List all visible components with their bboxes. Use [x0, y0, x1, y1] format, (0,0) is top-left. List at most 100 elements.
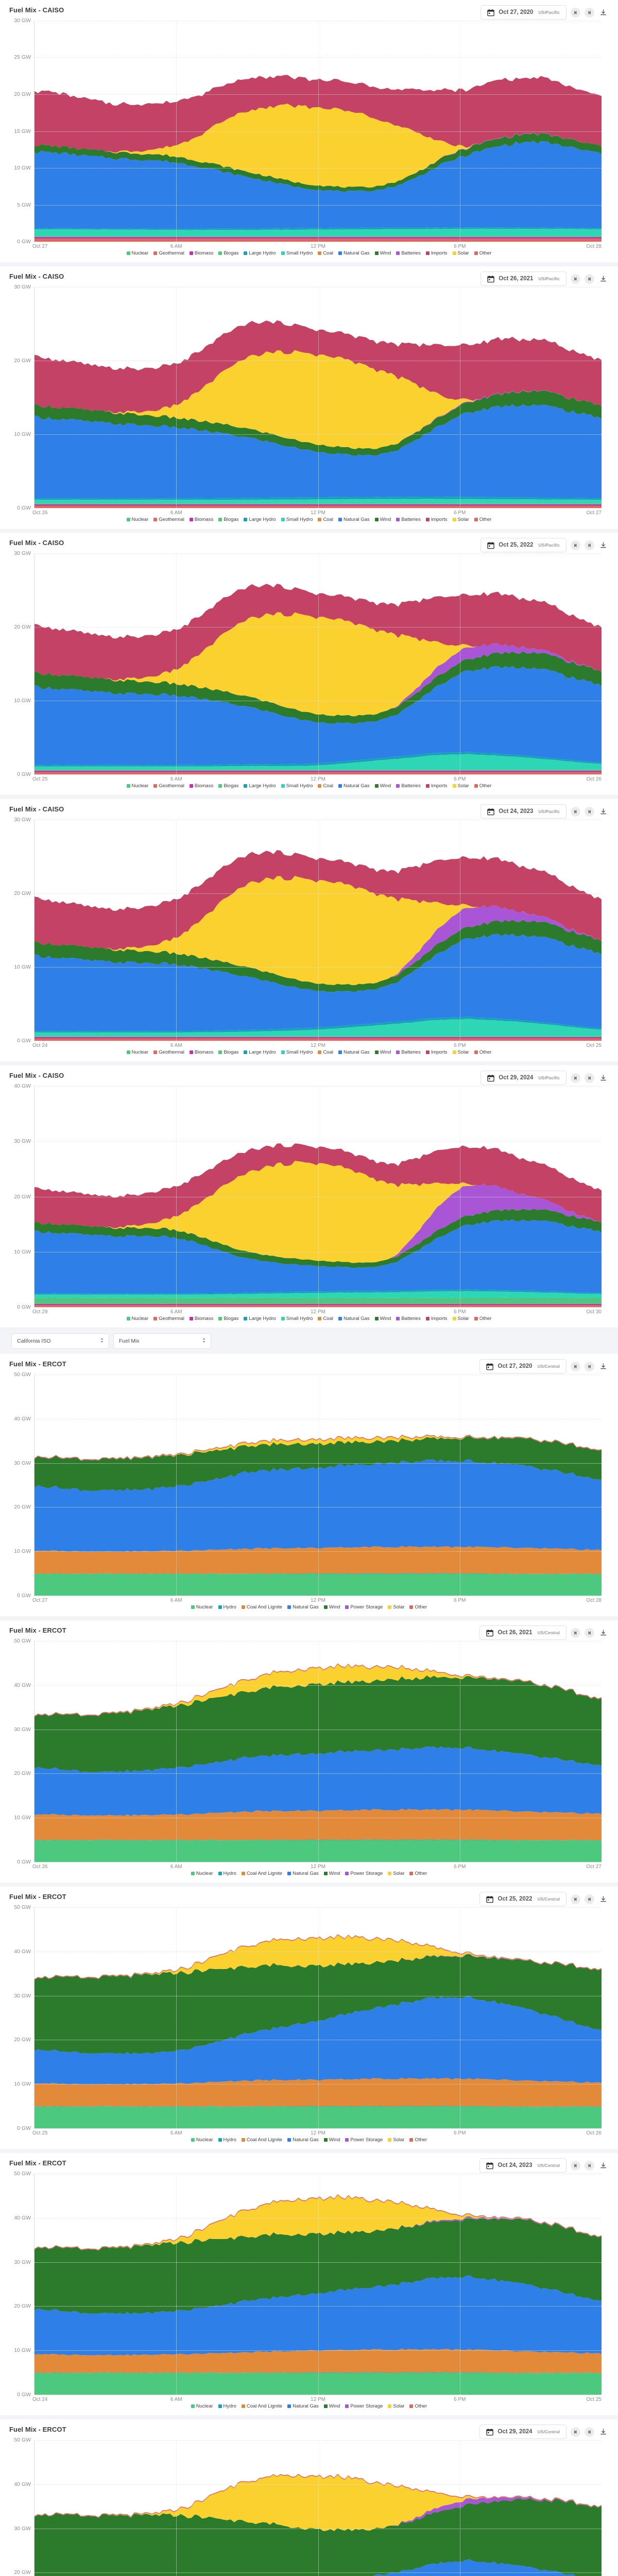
- legend-item[interactable]: Biomass: [189, 1049, 213, 1055]
- legend-item[interactable]: Biomass: [189, 1316, 213, 1321]
- legend-item[interactable]: Solar: [388, 2403, 404, 2409]
- legend-item[interactable]: Geothermal: [153, 517, 184, 522]
- date-picker[interactable]: Oct 27, 2020 US/Central: [479, 1359, 566, 1374]
- legend-item[interactable]: Coal: [318, 1049, 333, 1055]
- legend-item[interactable]: Imports: [425, 1049, 448, 1055]
- legend-item[interactable]: Wind: [323, 2403, 340, 2409]
- legend-item[interactable]: Natural Gas: [287, 1871, 319, 1876]
- legend-item[interactable]: Hydro: [218, 2137, 236, 2143]
- legend-item[interactable]: Natural Gas: [338, 517, 370, 522]
- legend-item[interactable]: Geothermal: [153, 1316, 184, 1321]
- next-day-button[interactable]: [585, 1628, 594, 1638]
- legend-item[interactable]: Power Storage: [345, 1604, 383, 1610]
- legend-item[interactable]: Other: [474, 783, 491, 789]
- legend-item[interactable]: Wind: [323, 1604, 340, 1610]
- legend-item[interactable]: Coal And Lignite: [241, 1871, 282, 1876]
- legend-item[interactable]: Solar: [452, 517, 469, 522]
- next-day-button[interactable]: [585, 540, 594, 550]
- legend-item[interactable]: Biogas: [218, 783, 238, 789]
- date-picker[interactable]: Oct 24, 2023 US/Pacific: [480, 804, 566, 819]
- legend-item[interactable]: Biogas: [218, 1316, 238, 1321]
- legend-item[interactable]: Solar: [452, 250, 469, 256]
- legend-item[interactable]: Nuclear: [126, 1049, 148, 1055]
- legend-item[interactable]: Wind: [374, 1049, 391, 1055]
- download-icon[interactable]: [598, 807, 608, 816]
- date-picker[interactable]: Oct 25, 2022 US/Pacific: [480, 538, 566, 552]
- legend-item[interactable]: Coal: [318, 250, 333, 256]
- legend-item[interactable]: Nuclear: [126, 783, 148, 789]
- legend-item[interactable]: Small Hydro: [281, 250, 313, 256]
- legend-item[interactable]: Natural Gas: [338, 783, 370, 789]
- legend-item[interactable]: Natural Gas: [287, 2403, 319, 2409]
- legend-item[interactable]: Other: [474, 1049, 491, 1055]
- legend-item[interactable]: Biomass: [189, 783, 213, 789]
- legend-item[interactable]: Hydro: [218, 1871, 236, 1876]
- legend-item[interactable]: Imports: [425, 517, 448, 522]
- legend-item[interactable]: Solar: [452, 1316, 469, 1321]
- legend-item[interactable]: Batteries: [396, 1049, 421, 1055]
- legend-item[interactable]: Large Hydro: [244, 1049, 276, 1055]
- legend-item[interactable]: Other: [409, 1604, 427, 1610]
- legend-item[interactable]: Large Hydro: [244, 250, 276, 256]
- legend-item[interactable]: Nuclear: [126, 250, 148, 256]
- previous-day-button[interactable]: [571, 1628, 580, 1638]
- date-picker[interactable]: Oct 26, 2021 US/Central: [479, 1625, 566, 1640]
- legend-item[interactable]: Geothermal: [153, 783, 184, 789]
- next-day-button[interactable]: [585, 806, 594, 817]
- legend-item[interactable]: Wind: [374, 517, 391, 522]
- legend-item[interactable]: Coal And Lignite: [241, 2403, 282, 2409]
- legend-item[interactable]: Power Storage: [345, 1871, 383, 1876]
- previous-day-button[interactable]: [571, 2427, 580, 2437]
- legend-item[interactable]: Wind: [323, 1871, 340, 1876]
- date-picker[interactable]: Oct 27, 2020 US/Pacific: [480, 5, 566, 20]
- previous-day-button[interactable]: [571, 806, 580, 817]
- legend-item[interactable]: Solar: [452, 1049, 469, 1055]
- legend-item[interactable]: Coal: [318, 1316, 333, 1321]
- next-day-button[interactable]: [585, 1361, 594, 1371]
- download-icon[interactable]: [598, 274, 608, 283]
- previous-day-button[interactable]: [571, 1073, 580, 1083]
- legend-item[interactable]: Geothermal: [153, 250, 184, 256]
- legend-item[interactable]: Batteries: [396, 783, 421, 789]
- legend-item[interactable]: Natural Gas: [338, 1316, 370, 1321]
- legend-item[interactable]: Wind: [374, 783, 391, 789]
- legend-item[interactable]: Imports: [425, 1316, 448, 1321]
- legend-item[interactable]: Hydro: [218, 1604, 236, 1610]
- date-picker[interactable]: Oct 25, 2022 US/Central: [479, 1892, 566, 1906]
- download-icon[interactable]: [598, 540, 608, 550]
- legend-item[interactable]: Nuclear: [126, 517, 148, 522]
- date-picker[interactable]: Oct 29, 2024 US/Central: [479, 2425, 566, 2439]
- legend-item[interactable]: Batteries: [396, 517, 421, 522]
- previous-day-button[interactable]: [571, 1361, 580, 1371]
- next-day-button[interactable]: [585, 7, 594, 18]
- next-day-button[interactable]: [585, 1073, 594, 1083]
- legend-item[interactable]: Hydro: [218, 2403, 236, 2409]
- date-picker[interactable]: Oct 24, 2023 US/Central: [479, 2158, 566, 2173]
- next-day-button[interactable]: [585, 2160, 594, 2171]
- download-icon[interactable]: [598, 1073, 608, 1082]
- legend-item[interactable]: Solar: [452, 783, 469, 789]
- legend-item[interactable]: Geothermal: [153, 1049, 184, 1055]
- previous-day-button[interactable]: [571, 540, 580, 550]
- legend-item[interactable]: Small Hydro: [281, 517, 313, 522]
- metric-select[interactable]: Fuel Mix: [113, 1333, 211, 1349]
- download-icon[interactable]: [598, 2161, 608, 2170]
- legend-item[interactable]: Other: [409, 1871, 427, 1876]
- legend-item[interactable]: Biogas: [218, 250, 238, 256]
- date-picker[interactable]: Oct 29, 2024 US/Pacific: [480, 1071, 566, 1085]
- legend-item[interactable]: Large Hydro: [244, 1316, 276, 1321]
- legend-item[interactable]: Wind: [323, 2137, 340, 2143]
- legend-item[interactable]: Small Hydro: [281, 1316, 313, 1321]
- legend-item[interactable]: Natural Gas: [287, 1604, 319, 1610]
- next-day-button[interactable]: [585, 2427, 594, 2437]
- legend-item[interactable]: Solar: [388, 2137, 404, 2143]
- legend-item[interactable]: Solar: [388, 1871, 404, 1876]
- next-day-button[interactable]: [585, 1894, 594, 1904]
- legend-item[interactable]: Biomass: [189, 250, 213, 256]
- legend-item[interactable]: Other: [474, 250, 491, 256]
- legend-item[interactable]: Wind: [374, 250, 391, 256]
- previous-day-button[interactable]: [571, 7, 580, 18]
- legend-item[interactable]: Small Hydro: [281, 1049, 313, 1055]
- download-icon[interactable]: [598, 8, 608, 17]
- date-picker[interactable]: Oct 26, 2021 US/Pacific: [480, 272, 566, 286]
